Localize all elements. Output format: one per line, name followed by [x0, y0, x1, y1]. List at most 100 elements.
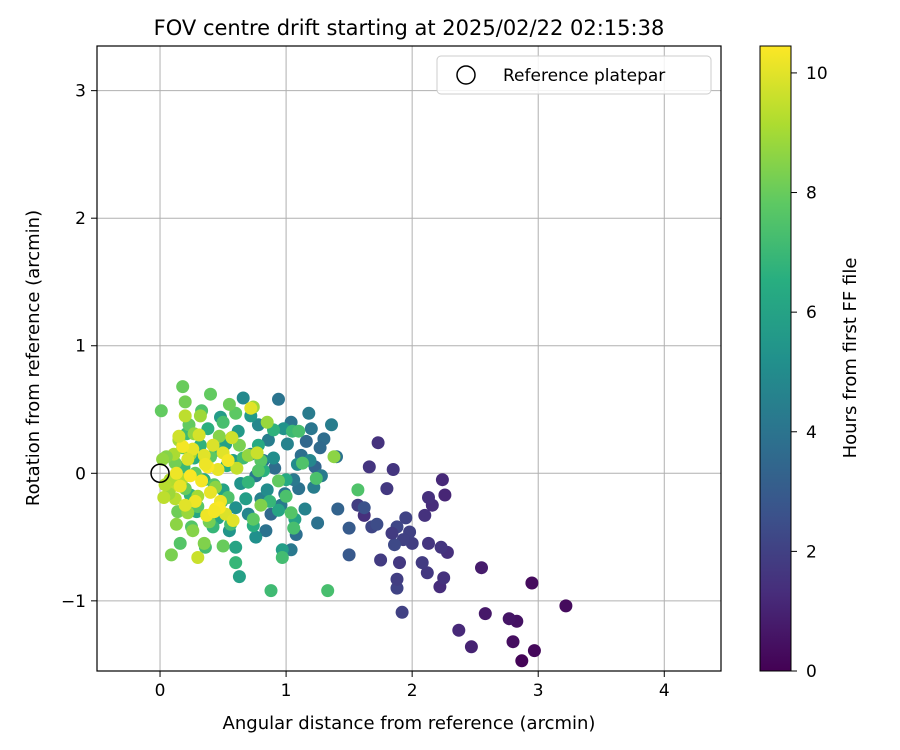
- y-tick-label: −1: [61, 592, 86, 612]
- data-point: [422, 536, 435, 550]
- data-point: [279, 489, 293, 503]
- y-axis-label: Rotation from reference (arcmin): [23, 210, 44, 506]
- data-point: [169, 517, 183, 531]
- data-point: [275, 551, 289, 564]
- x-tick-label: 0: [155, 681, 166, 701]
- data-point: [261, 433, 275, 447]
- data-point: [172, 429, 186, 443]
- data-point: [178, 409, 192, 423]
- colorbar-ticks: 0 2 4 6 8 10: [791, 64, 828, 682]
- y-tick-label: 3: [75, 82, 86, 102]
- scatter-points: [154, 380, 573, 668]
- data-point: [188, 494, 202, 508]
- data-point: [216, 415, 230, 429]
- data-point: [438, 488, 452, 502]
- x-axis-label: Angular distance from reference (arcmin): [223, 713, 596, 734]
- data-point: [186, 524, 200, 538]
- data-point: [236, 391, 250, 405]
- data-point: [331, 502, 345, 516]
- data-point: [272, 503, 285, 517]
- data-point: [206, 438, 220, 452]
- chart-title: FOV centre drift starting at 2025/02/22 …: [154, 16, 665, 40]
- colorbar: 0 2 4 6 8 10 Hours from first FF file: [759, 45, 861, 682]
- data-point: [502, 612, 516, 626]
- data-point: [478, 607, 492, 621]
- data-point: [226, 514, 240, 527]
- colorbar-tick-label: 2: [806, 542, 817, 562]
- data-point: [246, 512, 260, 526]
- data-point: [241, 475, 255, 489]
- data-point: [515, 654, 529, 668]
- data-point: [385, 526, 399, 540]
- data-point: [435, 473, 449, 487]
- data-point: [371, 436, 385, 450]
- data-point: [186, 442, 200, 456]
- data-point: [321, 584, 335, 598]
- data-point: [176, 440, 190, 453]
- x-tick-label: 3: [533, 681, 544, 701]
- data-point: [362, 460, 376, 474]
- data-point: [230, 461, 244, 475]
- data-point: [393, 556, 406, 570]
- colorbar-tick-label: 8: [806, 184, 817, 204]
- data-point: [207, 505, 221, 519]
- data-point: [388, 538, 401, 552]
- data-point: [254, 498, 268, 512]
- colorbar-tick-label: 6: [806, 303, 817, 323]
- data-point: [259, 524, 273, 538]
- data-point: [195, 474, 209, 488]
- data-point: [325, 418, 338, 432]
- data-point: [154, 404, 168, 418]
- data-point: [216, 539, 230, 553]
- data-point: [311, 516, 325, 530]
- data-point: [197, 536, 211, 550]
- data-point: [313, 441, 327, 455]
- data-point: [386, 463, 400, 476]
- colorbar-label: Hours from first FF file: [840, 258, 861, 459]
- data-point: [559, 599, 573, 613]
- y-tick-label: 0: [75, 464, 86, 484]
- data-point: [178, 498, 192, 512]
- data-point: [204, 387, 217, 401]
- data-point: [164, 548, 178, 562]
- data-point: [229, 501, 243, 515]
- x-axis-ticks: 0 1 2 3 4: [155, 671, 670, 701]
- data-point: [156, 452, 170, 466]
- data-point: [221, 454, 235, 467]
- data-point: [272, 474, 285, 488]
- data-point: [232, 570, 246, 584]
- data-point: [176, 380, 190, 394]
- x-tick-label: 4: [659, 681, 670, 701]
- colorbar-tick-label: 10: [806, 64, 828, 84]
- data-point: [173, 479, 187, 493]
- data-point: [244, 401, 258, 415]
- data-point: [260, 415, 274, 429]
- data-point: [250, 446, 264, 460]
- y-axis-ticks: −1 0 1 2 3: [61, 82, 97, 612]
- data-point: [399, 511, 413, 525]
- legend-marker-open-circle: [456, 65, 476, 85]
- y-tick-label: 1: [75, 337, 86, 357]
- data-point: [420, 566, 434, 580]
- data-point: [239, 492, 253, 506]
- data-point: [299, 434, 313, 448]
- colorbar-tick-label: 0: [806, 662, 817, 682]
- data-point: [249, 530, 263, 544]
- data-point: [192, 428, 206, 442]
- data-point: [267, 451, 280, 465]
- data-point: [418, 508, 432, 522]
- legend-box: Reference platepar: [436, 55, 712, 95]
- data-point: [395, 605, 409, 619]
- data-point: [342, 548, 356, 562]
- data-point: [229, 556, 243, 570]
- data-point: [527, 644, 541, 658]
- data-point: [211, 463, 225, 476]
- data-point: [183, 469, 197, 483]
- colorbar-gradient: [759, 45, 792, 672]
- data-point: [437, 571, 451, 585]
- data-point: [157, 491, 171, 504]
- data-point: [390, 572, 404, 586]
- grid-lines: [97, 46, 721, 671]
- data-point: [390, 581, 404, 595]
